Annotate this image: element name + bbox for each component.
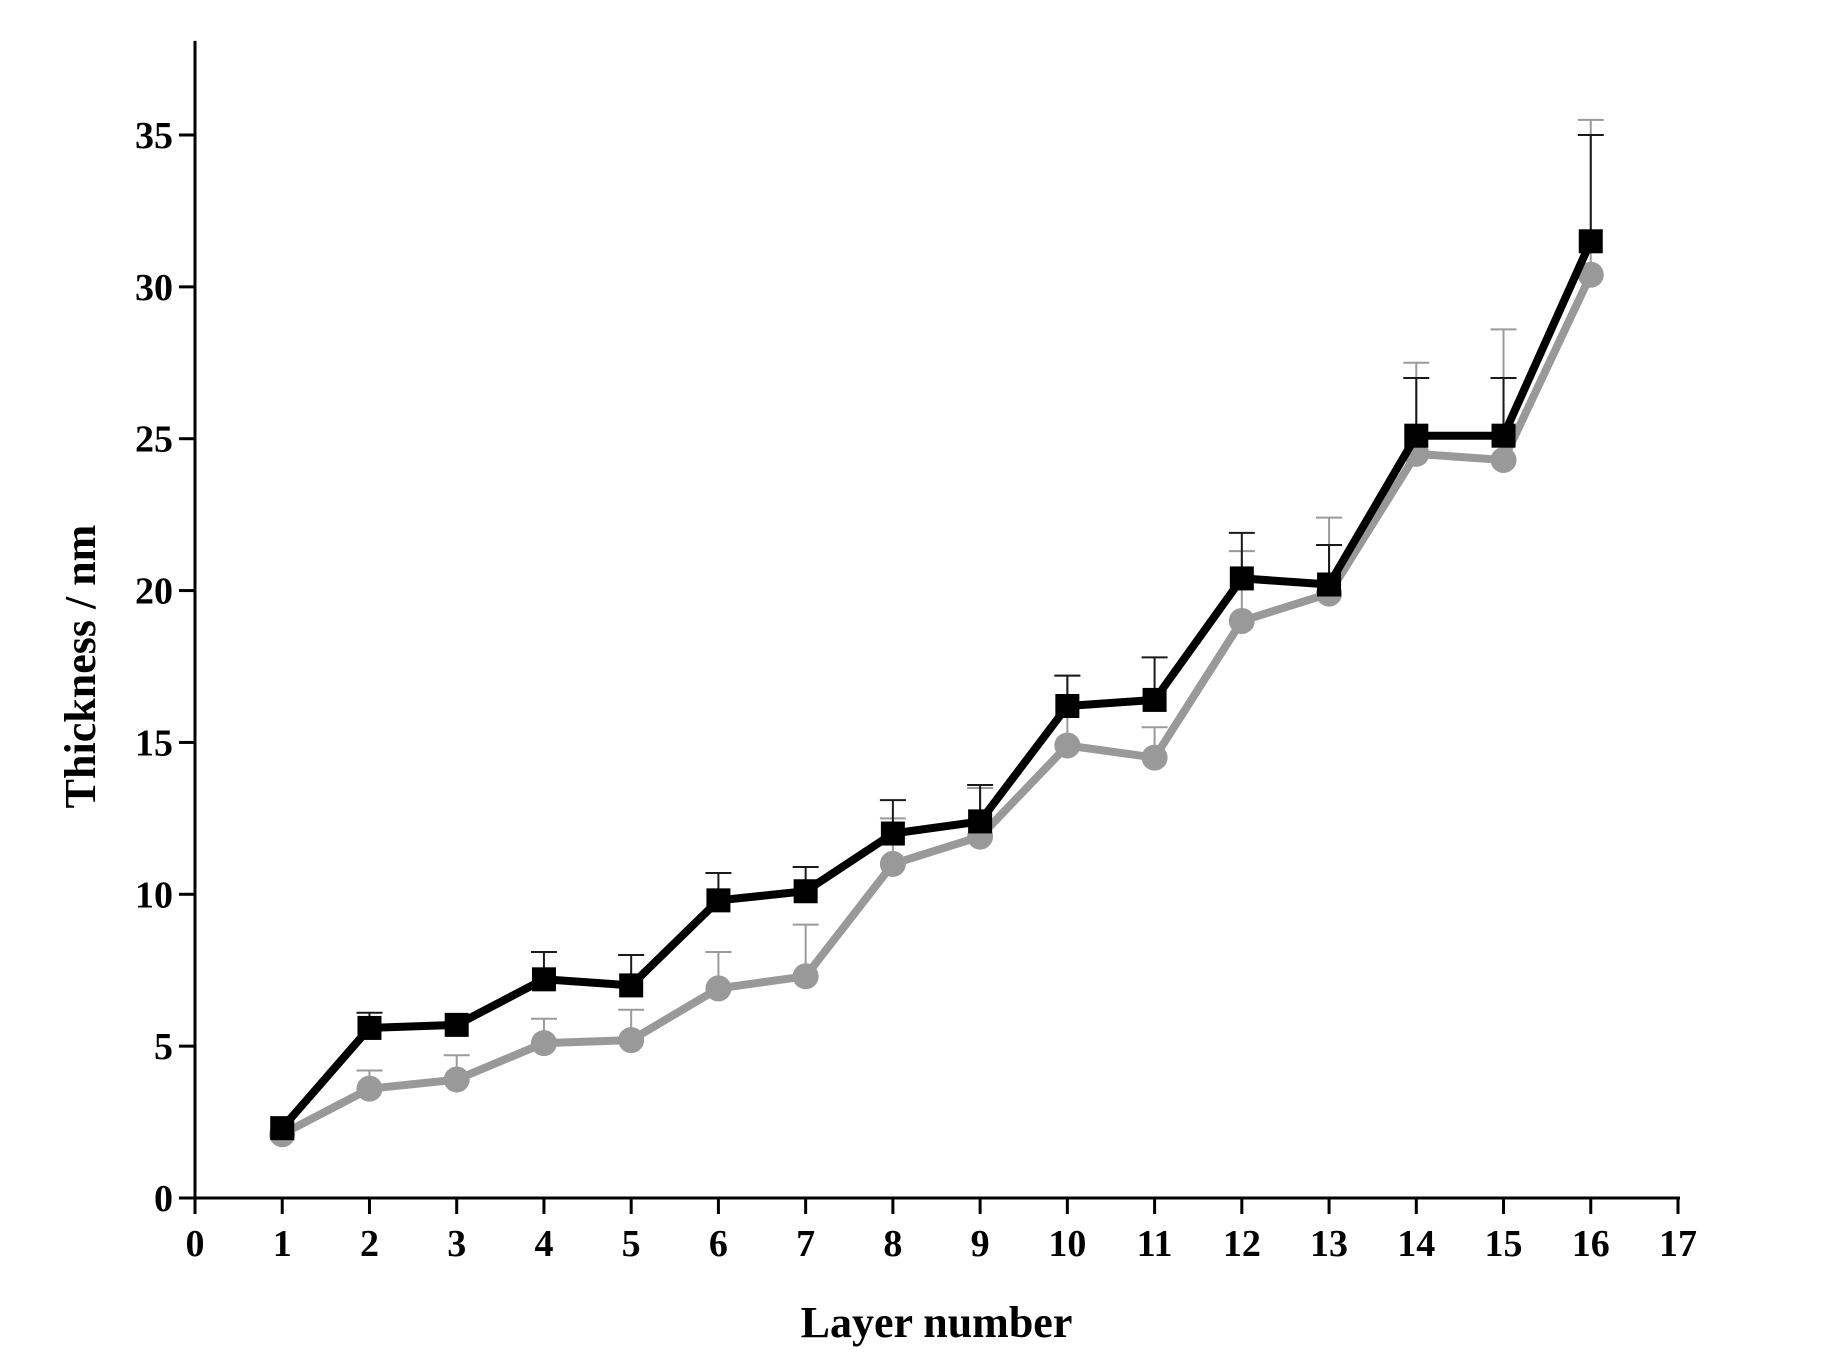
data-point-square [1055,693,1080,718]
data-point-square [880,821,905,846]
data-point-circle [618,1027,645,1054]
data-point-square [793,879,818,904]
y-tick-label: 30 [135,267,173,309]
x-tick-label: 16 [1572,1223,1610,1265]
x-tick-label: 7 [796,1223,815,1265]
series-layer [269,118,1604,1148]
y-tick-label: 15 [135,722,173,764]
x-tick-label: 11 [1137,1223,1173,1265]
x-tick-label: 15 [1485,1223,1523,1265]
axes [193,40,1680,1200]
data-point-circle [792,963,819,990]
data-point-circle [1490,446,1517,473]
data-point-square [1317,572,1342,597]
data-point-circle [443,1066,470,1093]
data-point-square [1229,566,1254,591]
data-point-circle [1577,261,1604,288]
x-tick-label: 5 [622,1223,641,1265]
data-point-square [1491,423,1516,448]
data-point-circle [1141,744,1168,771]
x-tick-label: 1 [273,1223,292,1265]
x-tick-label: 13 [1310,1223,1348,1265]
y-tick-label: 5 [154,1026,173,1068]
y-tick-label: 10 [135,874,173,916]
data-point-square [619,973,644,998]
x-tick-label: 14 [1397,1223,1435,1265]
x-tick-label: 17 [1659,1223,1697,1265]
data-point-circle [530,1030,557,1057]
series-1 [270,134,1604,1141]
data-point-circle [1228,607,1255,634]
data-point-square [968,809,993,834]
tick-marks [179,133,1680,1214]
data-point-square [1578,229,1603,254]
data-point-square [531,967,556,992]
x-tick-label: 3 [447,1223,466,1265]
x-tick-label: 4 [534,1223,553,1265]
x-tick-label: 9 [971,1223,990,1265]
data-point-square [1404,423,1429,448]
x-axis-title: Layer number [801,1298,1073,1347]
y-tick-label: 35 [135,115,173,157]
data-point-square [444,1012,469,1037]
data-point-circle [879,850,906,877]
x-tick-label: 6 [709,1223,728,1265]
y-tick-label: 20 [135,571,173,613]
y-tick-label: 25 [135,419,173,461]
data-point-square [1142,687,1167,712]
data-point-square [357,1015,382,1040]
data-point-circle [705,975,732,1002]
series-line [280,272,1595,1138]
y-tick-label: 0 [154,1178,173,1220]
x-tick-label: 8 [883,1223,902,1265]
x-tick-label: 0 [186,1223,205,1265]
data-point-square [270,1116,295,1141]
x-tick-label: 12 [1223,1223,1261,1265]
series-2 [269,118,1604,1148]
data-point-circle [356,1075,383,1102]
series-line [279,239,1595,1131]
x-tick-label: 10 [1048,1223,1086,1265]
x-tick-label: 2 [360,1223,379,1265]
y-axis-title: Thickness / nm [56,525,105,809]
data-point-circle [1054,732,1081,759]
data-point-square [706,888,731,913]
